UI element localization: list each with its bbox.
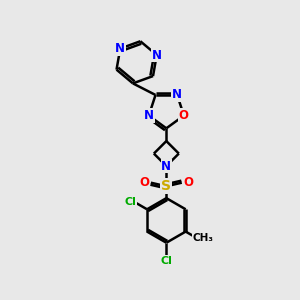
Text: O: O [179,109,189,122]
Text: N: N [161,160,171,172]
Text: Cl: Cl [160,256,172,266]
Text: N: N [172,88,182,101]
Text: S: S [161,179,171,193]
Text: N: N [144,109,154,122]
Text: O: O [183,176,193,189]
Text: N: N [152,49,162,62]
Text: CH₃: CH₃ [193,233,214,243]
Text: Cl: Cl [124,197,136,207]
Text: N: N [115,42,125,55]
Text: O: O [140,176,149,189]
